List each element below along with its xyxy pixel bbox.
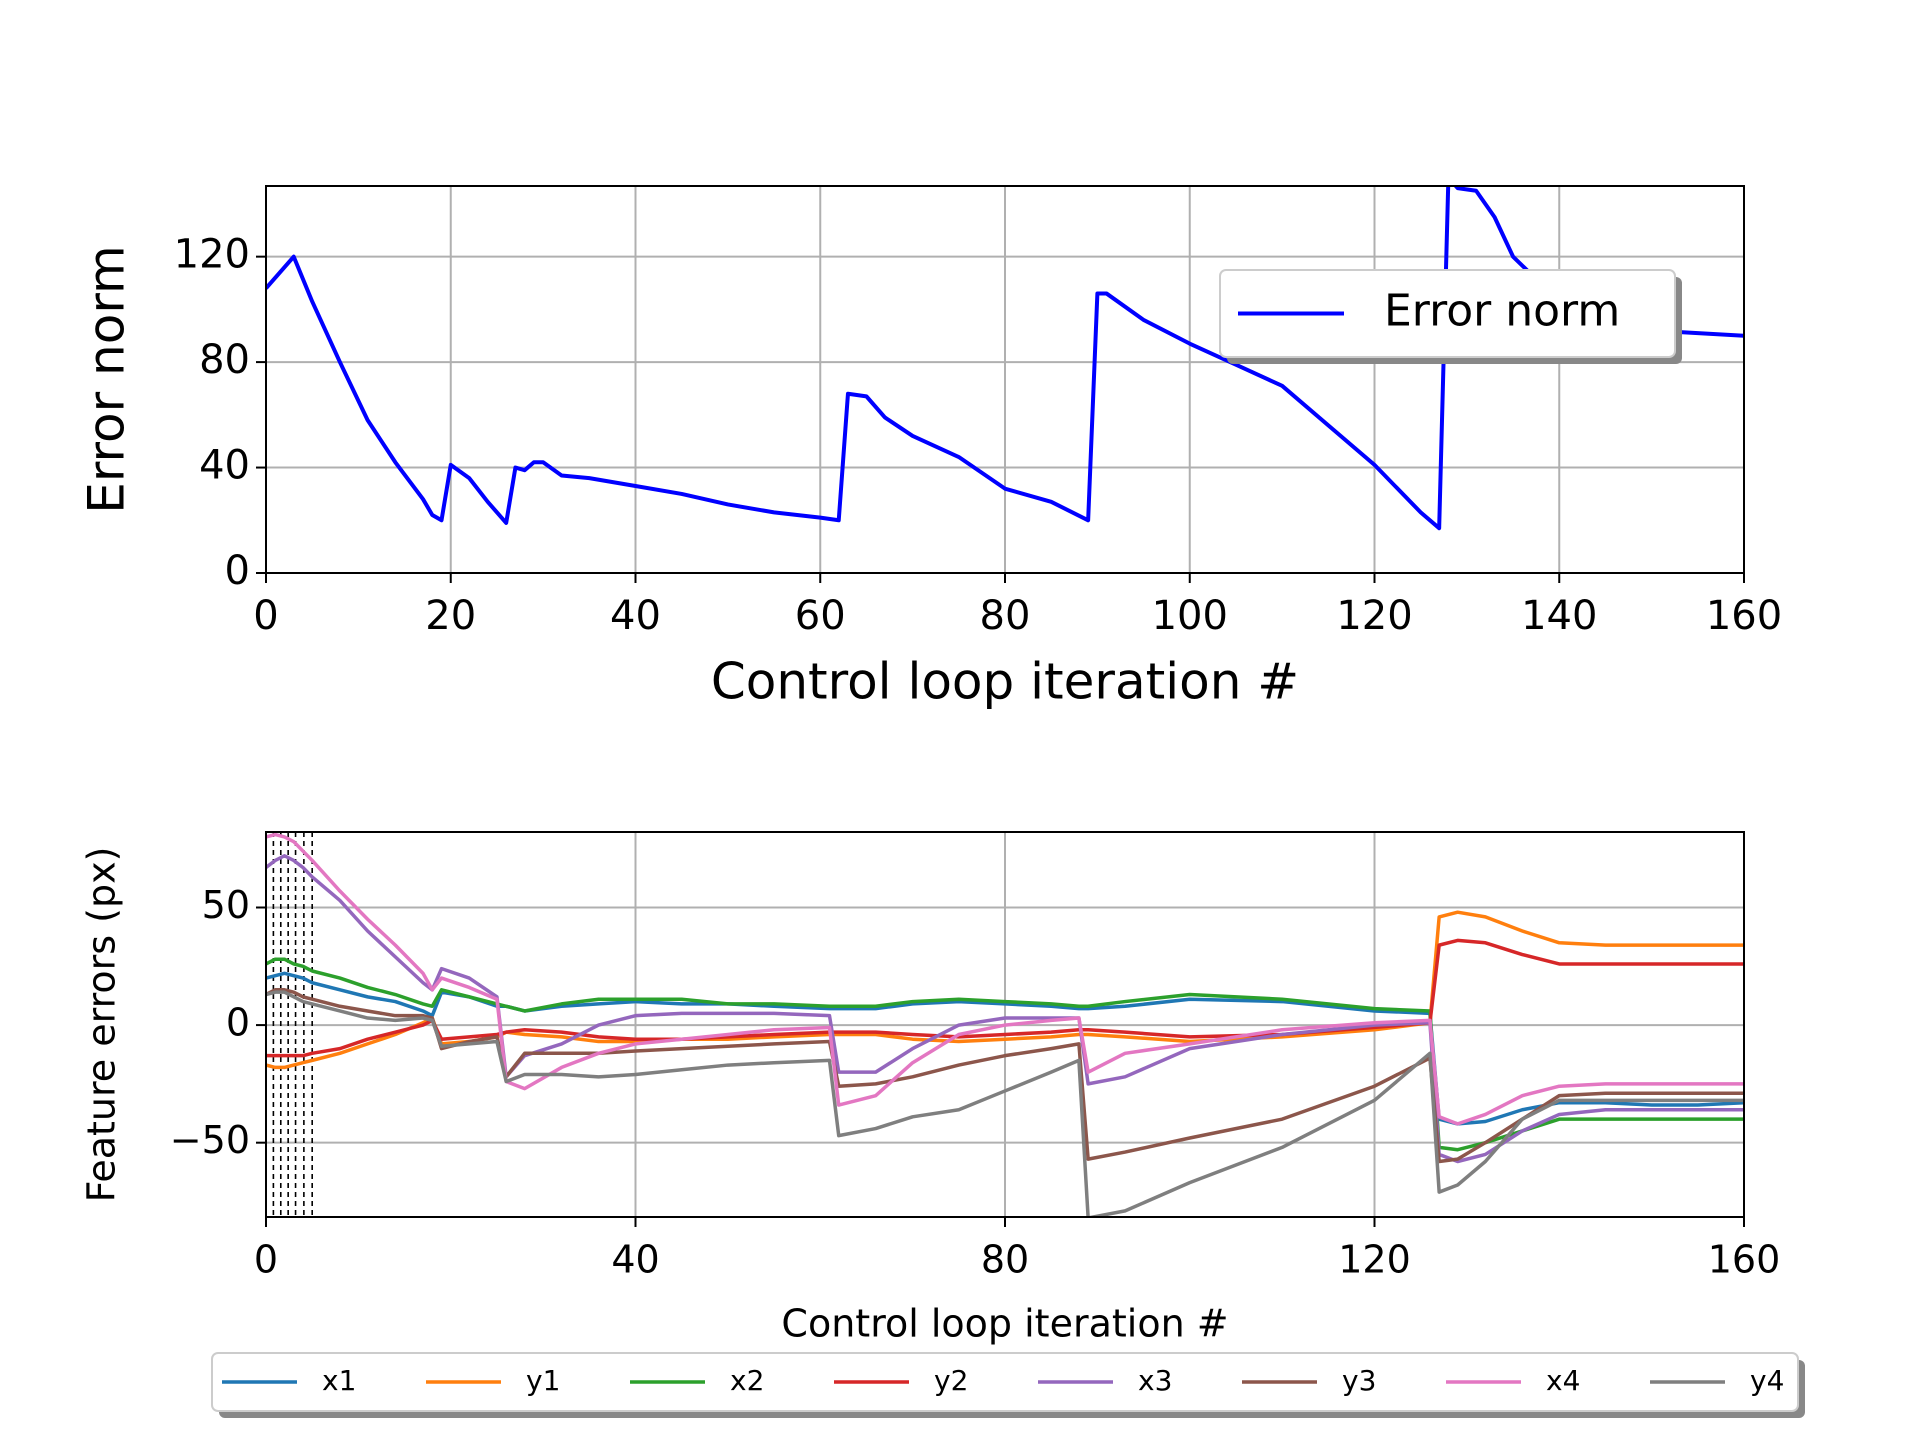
x-tick-label: 40 — [610, 593, 661, 639]
legend-label: y3 — [1342, 1364, 1376, 1397]
y-axis-label: Feature errors (px) — [80, 847, 124, 1203]
series-line — [266, 186, 1744, 531]
x-axis-label: Control loop iteration # — [711, 653, 1299, 711]
legend-label: y1 — [526, 1364, 560, 1397]
series-line — [266, 990, 1744, 1217]
legend-label: y2 — [934, 1364, 968, 1397]
legend-label: x3 — [1138, 1364, 1172, 1397]
y-axis-label: Error norm — [78, 245, 136, 513]
x-tick-label: 120 — [1338, 1238, 1411, 1282]
x-tick-label: 40 — [611, 1238, 659, 1282]
legend-label: x1 — [322, 1364, 356, 1397]
y-tick-label: 40 — [199, 443, 250, 489]
y-tick-label: 50 — [202, 883, 250, 927]
x-tick-label: 0 — [253, 593, 278, 639]
x-tick-label: 20 — [425, 593, 476, 639]
y-tick-label: 0 — [226, 1001, 250, 1045]
y-tick-label: −50 — [170, 1118, 250, 1162]
legend-label: y4 — [1750, 1364, 1784, 1397]
y-tick-label: 120 — [174, 232, 250, 278]
x-tick-label: 160 — [1706, 593, 1782, 639]
legend-box — [1219, 269, 1676, 358]
x-tick-label: 160 — [1708, 1238, 1781, 1282]
x-tick-label: 80 — [981, 1238, 1029, 1282]
y-tick-label: 80 — [199, 337, 250, 383]
axes-frame — [265, 831, 1745, 1218]
y-tick-label: 0 — [225, 548, 250, 594]
series-line — [266, 832, 1744, 1126]
legend-label: x2 — [730, 1364, 764, 1397]
x-axis-label: Control loop iteration # — [781, 1302, 1228, 1346]
x-tick-label: 80 — [980, 593, 1031, 639]
x-tick-label: 60 — [795, 593, 846, 639]
legend-label: x4 — [1546, 1364, 1580, 1397]
series-line — [266, 957, 1744, 1152]
x-tick-label: 120 — [1336, 593, 1412, 639]
x-tick-label: 100 — [1152, 593, 1228, 639]
axes-frame — [265, 185, 1745, 574]
legend-box — [211, 1352, 1799, 1412]
x-tick-label: 140 — [1521, 593, 1597, 639]
legend-label: Error norm — [1384, 286, 1620, 337]
x-tick-label: 0 — [254, 1238, 278, 1282]
